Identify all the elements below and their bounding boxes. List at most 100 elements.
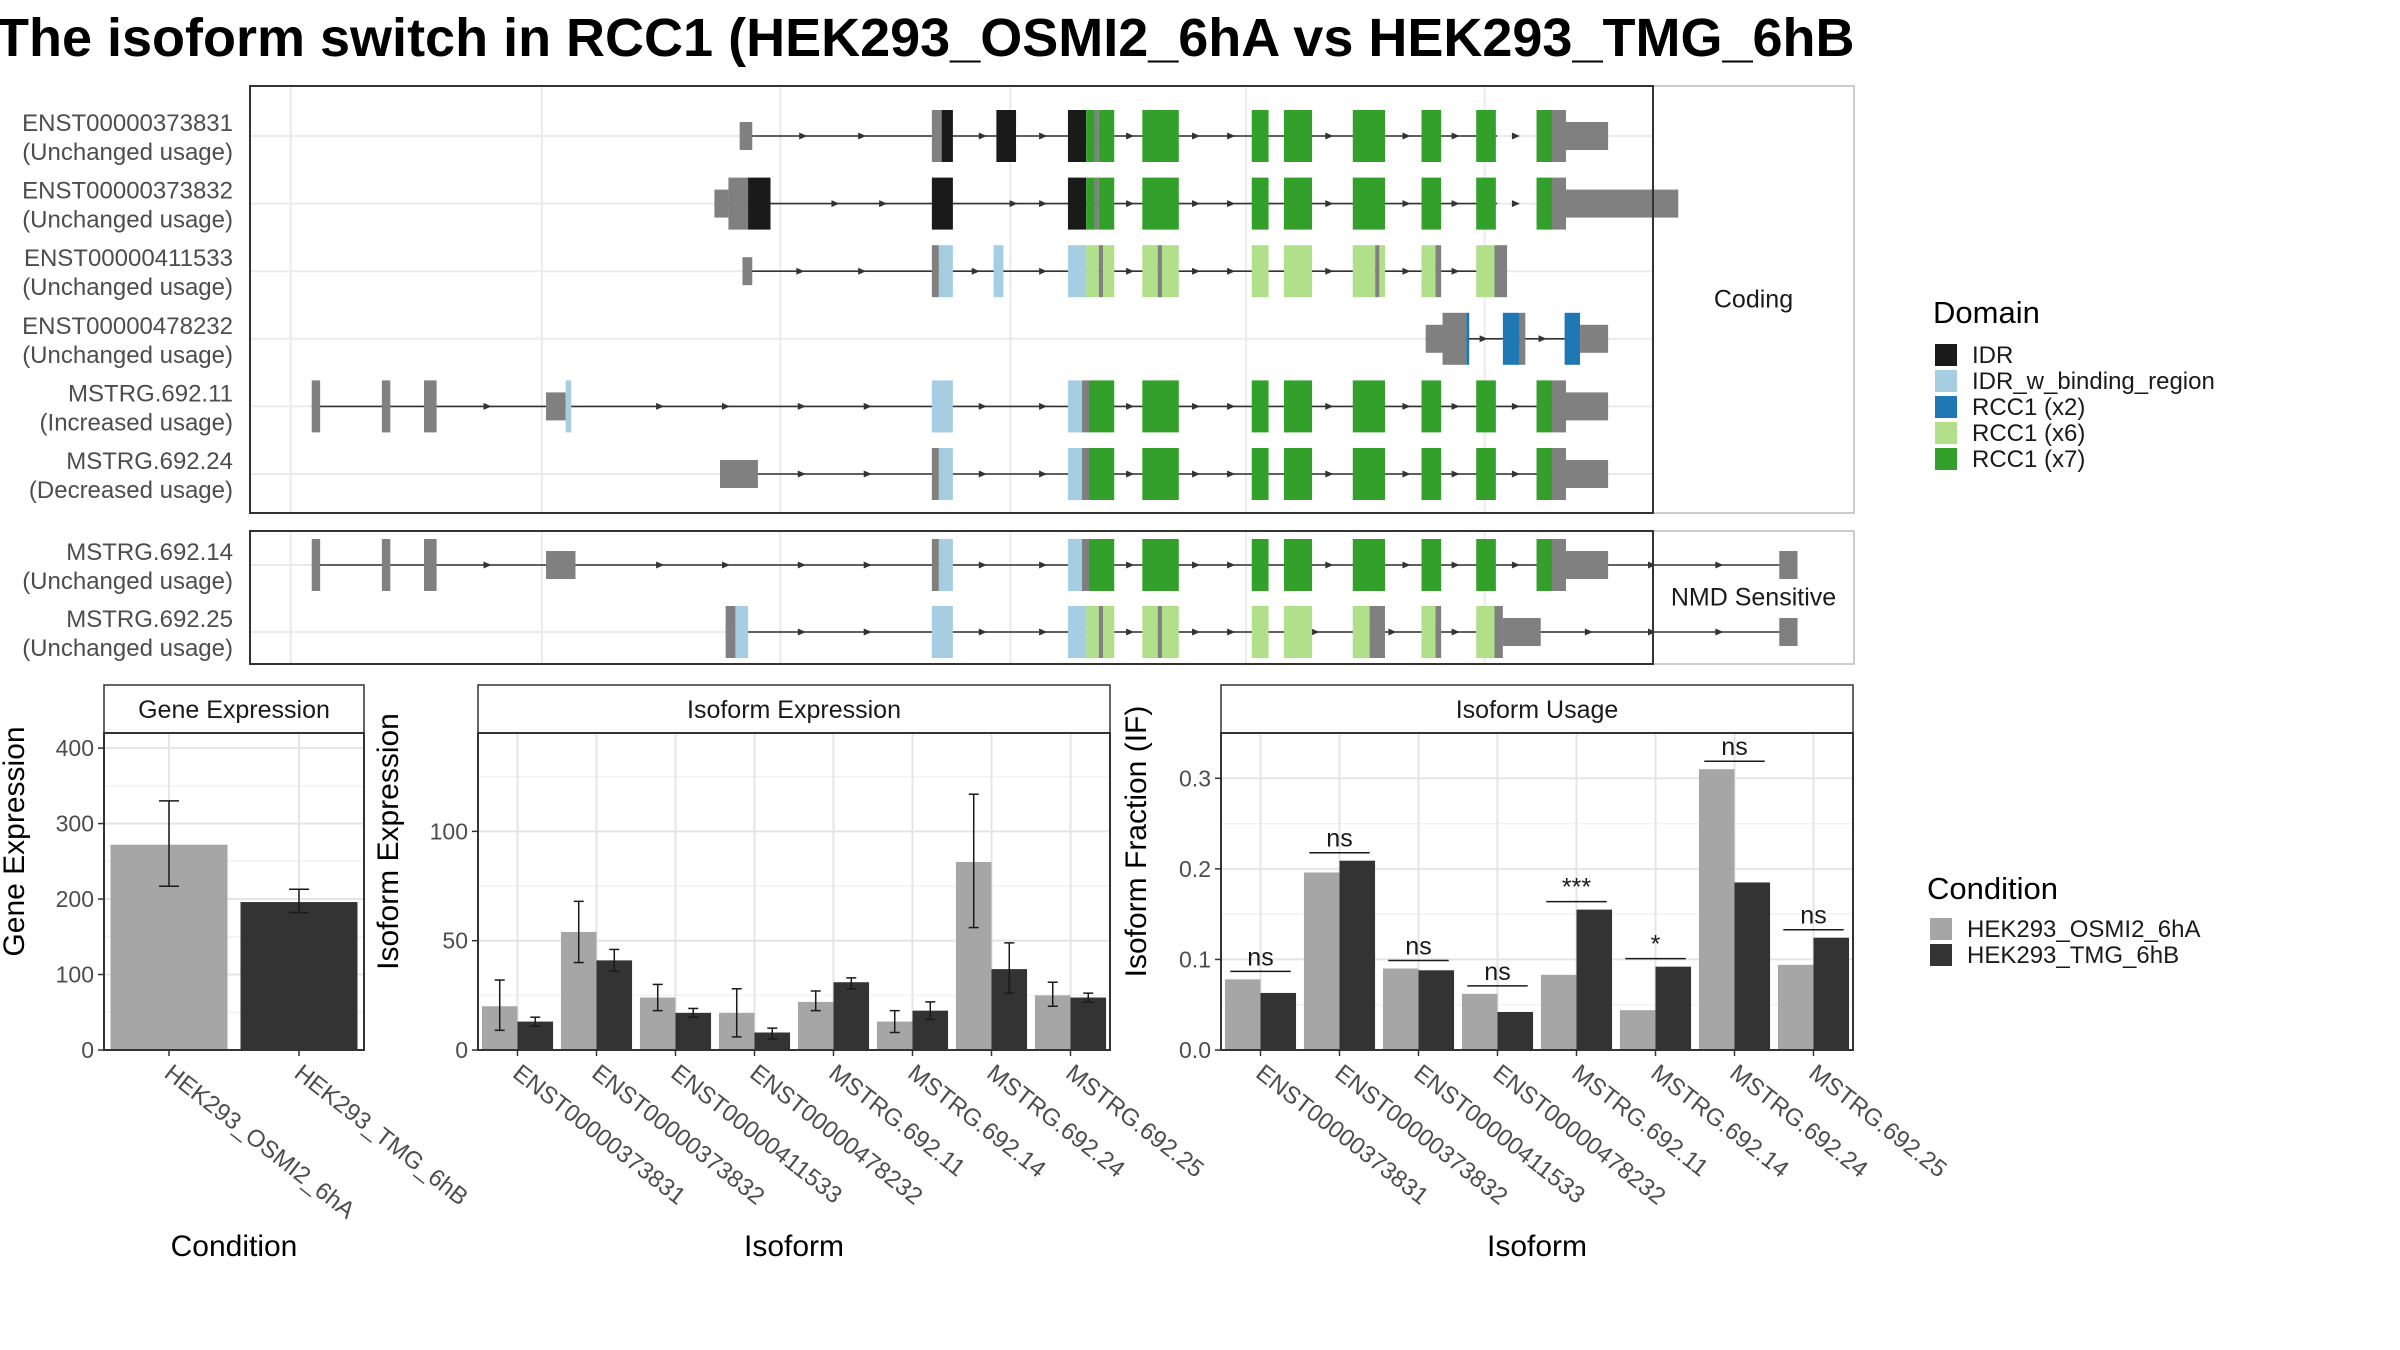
strand-arrow: [978, 628, 987, 636]
transcript-row: [714, 177, 1679, 230]
significance-label: ns: [1721, 733, 1747, 761]
exon-segment: [728, 177, 749, 230]
strand-arrow: [1325, 132, 1334, 140]
significance-label: *: [1651, 931, 1661, 959]
panel-title: Gene Expression: [138, 696, 330, 724]
exon-segment: [1476, 448, 1496, 500]
exon-segment: [1435, 245, 1442, 298]
strand-arrow: [1126, 200, 1135, 208]
transcript-row: [742, 245, 1508, 298]
strand-arrow: [1715, 628, 1724, 636]
exon-segment: [1580, 324, 1609, 353]
bar: [1339, 860, 1376, 1050]
strand-arrow: [1227, 132, 1236, 140]
exon-segment: [1519, 312, 1526, 365]
strand-arrow: [1388, 628, 1397, 636]
exon-segment: [1098, 177, 1115, 230]
exon-segment: [1142, 448, 1179, 500]
strand-arrow: [1227, 470, 1236, 478]
exon-segment: [1284, 606, 1313, 658]
strand-arrow: [1451, 267, 1460, 275]
panel-border: [1220, 732, 1854, 1051]
bar: [240, 902, 358, 1050]
exon-segment: [1551, 380, 1567, 433]
exon-segment: [1536, 539, 1552, 591]
exon-segment: [1352, 177, 1386, 230]
strand-arrow: [1039, 470, 1048, 478]
panel-title: Isoform Usage: [1456, 696, 1619, 724]
exon-segment: [1421, 110, 1442, 162]
condition-legend-swatch: [1930, 918, 1952, 940]
strand-arrow: [1451, 402, 1460, 410]
strand-arrow: [1325, 470, 1334, 478]
strand-arrow: [863, 470, 872, 478]
exon-segment: [1425, 324, 1443, 353]
exon-segment: [1067, 245, 1087, 298]
bar: [754, 1032, 791, 1050]
significance-label: ns: [1800, 902, 1826, 930]
y-axis-title: Isoform Fraction (IF): [1120, 706, 1153, 978]
bar: [1303, 872, 1340, 1050]
transcript-usage-label: (Unchanged usage): [22, 568, 233, 595]
strand-arrow: [1227, 628, 1236, 636]
transcript-row: [725, 606, 1798, 658]
strand-arrow: [1402, 267, 1411, 275]
exon-segment: [938, 539, 953, 591]
bar-chart-panel: Gene Expression0100200300400HEK293_OSMI2…: [0, 684, 473, 1263]
exon-segment: [1476, 606, 1495, 658]
y-tick-label: 0: [81, 1037, 94, 1063]
domain-legend-swatch: [1935, 448, 1957, 470]
exon-segment: [1421, 380, 1442, 433]
strand-arrow: [1126, 628, 1135, 636]
transcript-id-label: ENST00000373831: [22, 110, 233, 137]
strand-arrow: [797, 470, 806, 478]
significance-label: ns: [1405, 932, 1431, 960]
strand-arrow: [722, 561, 731, 569]
strand-arrow: [722, 402, 731, 410]
strand-arrow: [1227, 267, 1236, 275]
bar: [675, 1012, 712, 1050]
significance-label: ns: [1247, 943, 1273, 971]
structure-panel-border: [249, 530, 1654, 665]
strand-arrow: [971, 267, 980, 275]
strand-arrow: [1039, 402, 1048, 410]
panel-strip: [477, 684, 1111, 734]
exon-segment: [1352, 539, 1386, 591]
exon-segment: [1094, 177, 1099, 230]
exon-segment: [1067, 448, 1082, 500]
strand-arrow: [1126, 561, 1135, 569]
strand-arrow: [1402, 561, 1411, 569]
exon-segment: [1476, 245, 1495, 298]
y-axis-title: Isoform Expression: [372, 713, 405, 970]
exon-segment: [1067, 177, 1087, 230]
exon-segment: [1067, 606, 1087, 658]
strand-arrow: [1511, 561, 1520, 569]
strand-arrow: [1192, 200, 1201, 208]
facet-label: Coding: [1714, 286, 1793, 314]
exon-segment: [993, 245, 1004, 298]
exon-segment: [381, 380, 391, 433]
domain-legend-label: IDR_w_binding_region: [1972, 368, 2215, 395]
strand-arrow: [1192, 628, 1201, 636]
strand-arrow: [1039, 561, 1048, 569]
y-tick-label: 400: [56, 735, 94, 761]
exon-segment: [938, 245, 953, 298]
exon-segment: [1476, 177, 1496, 230]
strand-arrow: [1402, 132, 1411, 140]
exon-segment: [423, 539, 437, 591]
strand-arrow: [1538, 335, 1547, 343]
exon-segment: [1442, 312, 1467, 365]
bar: [1813, 937, 1850, 1050]
exon-segment: [1067, 110, 1087, 162]
x-tick-label: MSTRG.692.24: [982, 1059, 1130, 1183]
transcript-id-label: ENST00000411533: [24, 245, 233, 272]
y-tick-label: 0.0: [1179, 1037, 1211, 1063]
y-tick-label: 300: [56, 811, 94, 837]
condition-legend-label: HEK293_TMG_6hB: [1967, 942, 2179, 969]
exon-segment: [1086, 606, 1099, 658]
exon-segment: [941, 110, 953, 162]
exon-segment: [1476, 539, 1496, 591]
exon-segment: [1421, 539, 1442, 591]
strand-arrow: [1227, 402, 1236, 410]
exon-segment: [1352, 110, 1386, 162]
